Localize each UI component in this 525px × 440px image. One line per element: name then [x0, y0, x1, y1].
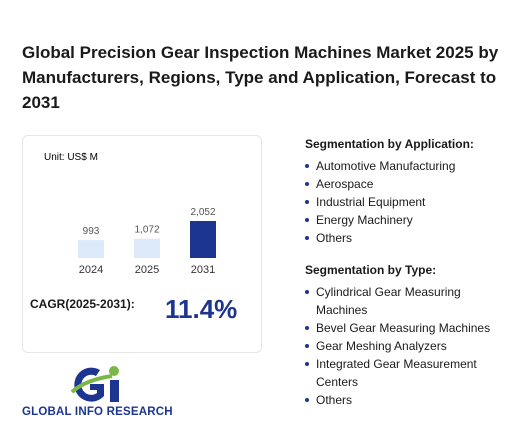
- x-tick-label: 2024: [79, 264, 103, 276]
- segment: Segmentation by Type: Cylindrical Gear Me…: [305, 263, 515, 409]
- value-label: 993: [83, 226, 100, 237]
- segment-item: Aerospace: [305, 175, 501, 193]
- bar: [190, 221, 216, 258]
- segment-list: Cylindrical Gear Measuring Machines Bevel…: [305, 283, 515, 409]
- value-label: 1,072: [134, 225, 159, 236]
- x-tick-label: 2031: [191, 264, 215, 276]
- bar: [78, 240, 104, 258]
- unit-label: Unit: US$ M: [44, 152, 98, 163]
- segment-item: Automotive Manufacturing: [305, 157, 501, 175]
- chart-card: [22, 135, 262, 353]
- segment-heading: Segmentation by Application:: [305, 137, 474, 151]
- segment-item: Energy Machinery: [305, 211, 501, 229]
- logo-text: GLOBAL INFO RESEARCH: [22, 406, 173, 418]
- segment-item: Others: [305, 229, 501, 247]
- segment-list: Automotive Manufacturing Aerospace Industr…: [305, 157, 515, 247]
- bar: [134, 238, 160, 258]
- segment-item: Cylindrical Gear Measuring Machines: [305, 283, 501, 319]
- logo-g: [74, 367, 104, 402]
- logo-mark: [70, 366, 119, 402]
- segment: Segmentation by Application: Automotive M…: [305, 137, 515, 247]
- segment-item: Bevel Gear Measuring Machines: [305, 319, 501, 337]
- logo-i: [110, 380, 119, 402]
- cagr-value: 11.4%: [165, 294, 238, 324]
- logo-dot: [109, 366, 119, 376]
- cagr-label: CAGR(2025-2031):: [30, 297, 135, 311]
- segment-heading: Segmentation by Type:: [305, 263, 437, 277]
- title: Global Precision Gear Inspection Machine…: [22, 43, 499, 112]
- segment-item: Gear Meshing Analyzers: [305, 337, 501, 355]
- x-tick-label: 2025: [135, 264, 159, 276]
- segment-item: Industrial Equipment: [305, 193, 501, 211]
- segment-item: Integrated Gear Measurement Centers: [305, 355, 501, 391]
- segment-item: Others: [305, 391, 501, 409]
- logo-swoosh: [70, 374, 113, 394]
- value-label: 2,052: [190, 207, 215, 218]
